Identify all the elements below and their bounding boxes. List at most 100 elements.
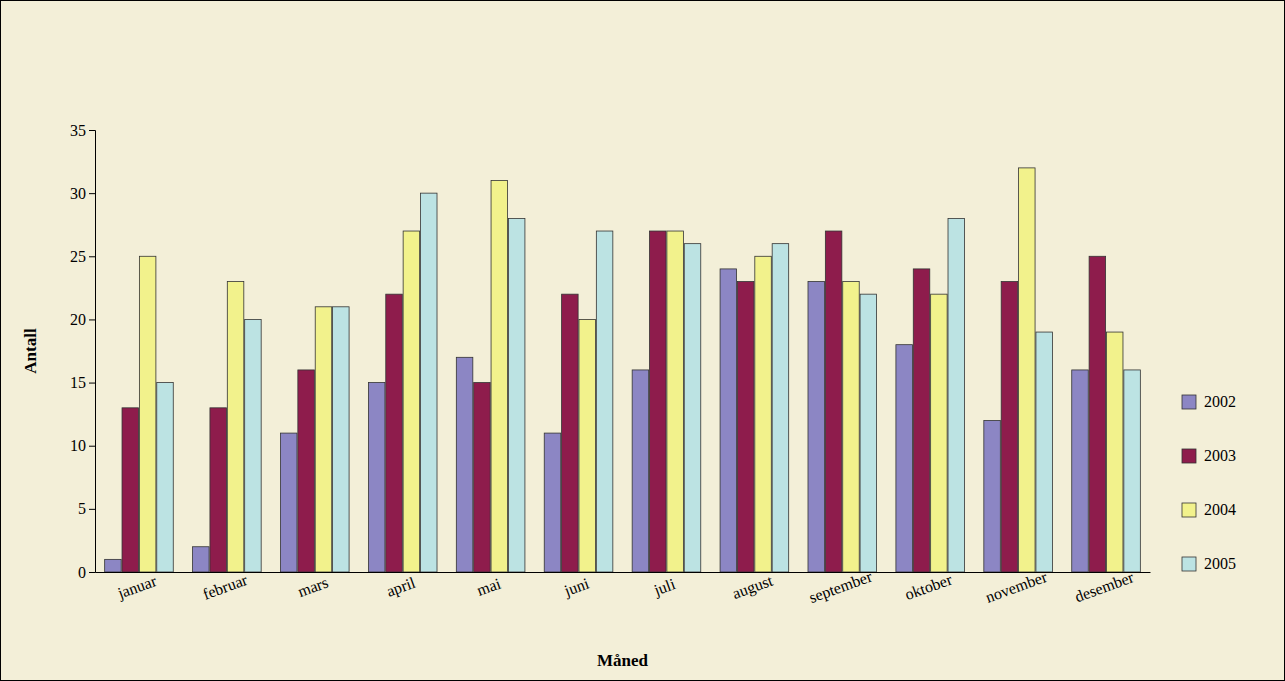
bar	[579, 319, 595, 572]
bar	[632, 370, 648, 572]
axis-title: Måned	[597, 651, 649, 670]
bar	[157, 383, 173, 572]
tick-mark	[89, 256, 95, 257]
tick: 30	[70, 185, 95, 202]
bar	[298, 370, 314, 572]
bar	[825, 231, 841, 572]
legend-label: 2005	[1204, 555, 1236, 572]
bar	[421, 193, 437, 572]
legend-item: 2005	[1182, 555, 1236, 572]
legend-item: 2004	[1182, 501, 1236, 518]
tick-mark	[89, 383, 95, 384]
axis-line	[96, 572, 1151, 573]
bar	[491, 181, 507, 572]
legend-label: 2002	[1204, 393, 1236, 410]
tick-label: juni	[561, 574, 592, 600]
tick-mark	[89, 319, 95, 320]
background	[1, 1, 1285, 681]
bar	[913, 269, 929, 572]
tick-label: 15	[70, 374, 86, 391]
bar	[386, 294, 402, 572]
tick-mark	[89, 509, 95, 510]
tick-label: 0	[78, 564, 86, 581]
bar	[684, 244, 700, 572]
tick: mars	[295, 572, 330, 600]
axis-title: Antall	[21, 328, 40, 374]
legend-swatch	[1182, 395, 1196, 409]
tick: juni	[561, 572, 592, 600]
tick-label: 35	[70, 122, 86, 139]
bars	[105, 168, 1141, 572]
tick: 25	[70, 248, 95, 265]
chart: 05101520253035januarfebruarmarsaprilmaij…	[0, 0, 1285, 681]
axis-line	[89, 131, 96, 573]
bar	[896, 345, 912, 572]
legend-item: 2002	[1182, 393, 1236, 410]
bar	[544, 433, 560, 572]
bar	[227, 282, 243, 572]
tick: 15	[70, 374, 95, 391]
y-axis: 05101520253035	[70, 122, 96, 581]
bar	[1019, 168, 1035, 572]
bar	[755, 256, 771, 572]
bar	[315, 307, 331, 572]
tick-label: mai	[475, 575, 504, 599]
bar	[1124, 370, 1140, 572]
tick: 5	[78, 500, 95, 517]
tick: november	[983, 568, 1050, 606]
bar	[720, 269, 736, 572]
tick: januar	[114, 572, 159, 603]
legend-item: 2003	[1182, 447, 1236, 464]
bar	[245, 319, 261, 572]
bar	[1036, 332, 1052, 572]
tick: september	[807, 567, 876, 607]
tick: desember	[1072, 568, 1136, 605]
legend-swatch	[1182, 503, 1196, 517]
bar	[210, 408, 226, 572]
bar	[193, 547, 209, 572]
bar	[562, 294, 578, 572]
bar	[1106, 332, 1122, 572]
bar	[808, 282, 824, 572]
tick: 0	[78, 564, 95, 581]
tick: mai	[475, 572, 504, 599]
legend-swatch	[1182, 449, 1196, 463]
legend-label: 2003	[1204, 447, 1236, 464]
bar	[456, 357, 472, 572]
tick-label: 25	[70, 248, 86, 265]
tick-label: februar	[200, 571, 250, 603]
bar	[667, 231, 683, 572]
bar	[333, 307, 349, 572]
bar-series	[157, 193, 1141, 572]
tick: 35	[70, 122, 95, 139]
bar	[122, 408, 138, 572]
bar	[596, 231, 612, 572]
bar	[843, 282, 859, 572]
tick-label: januar	[114, 572, 159, 603]
legend-label: 2004	[1204, 501, 1236, 518]
tick: februar	[200, 571, 250, 603]
bar	[508, 218, 524, 572]
tick: juli	[651, 572, 679, 600]
bar	[860, 294, 876, 572]
tick: oktober	[902, 570, 954, 603]
tick-label: oktober	[902, 570, 954, 603]
tick: april	[384, 572, 418, 601]
tick-label: juli	[651, 575, 679, 600]
bar-series	[139, 168, 1123, 572]
bar	[772, 244, 788, 572]
tick: august	[730, 572, 776, 603]
tick-mark	[89, 446, 95, 447]
tick-label: 30	[70, 185, 86, 202]
bar	[931, 294, 947, 572]
bar	[139, 256, 155, 572]
bar	[280, 433, 296, 572]
bar	[650, 231, 666, 572]
bar	[1072, 370, 1088, 572]
tick: 20	[70, 311, 95, 328]
tick-label: september	[807, 567, 876, 607]
bar	[105, 559, 121, 572]
bar	[984, 420, 1000, 572]
tick-label: august	[730, 572, 776, 603]
tick-label: desember	[1072, 568, 1136, 605]
